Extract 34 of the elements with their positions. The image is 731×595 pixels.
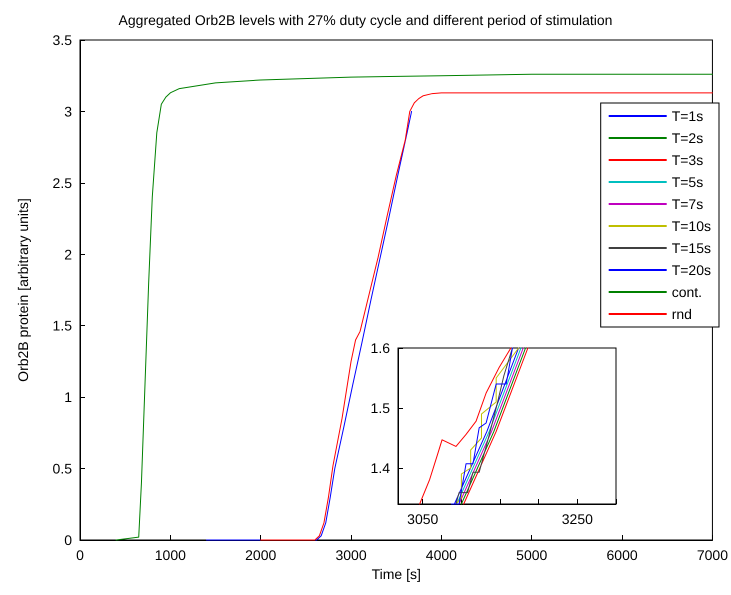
legend-label: T=10s xyxy=(672,218,712,234)
legend-label: T=3s xyxy=(672,152,704,168)
y-tick-label: 1.5 xyxy=(52,318,72,334)
legend-label: T=2s xyxy=(672,130,704,146)
y-tick-label: 2 xyxy=(64,246,72,262)
y-tick-label: 1.5 xyxy=(370,400,390,416)
y-axis-title: Orb2B protein [arbitrary units] xyxy=(15,198,31,382)
legend-label: T=20s xyxy=(672,262,712,278)
x-tick-label: 3250 xyxy=(562,511,594,527)
x-axis-title: Time [s] xyxy=(372,566,421,582)
legend-label: T=1s xyxy=(672,108,704,124)
x-tick-label: 5000 xyxy=(516,547,548,563)
y-tick-label: 0 xyxy=(64,532,72,548)
x-tick-label: 4000 xyxy=(426,547,458,563)
y-tick-label: 3 xyxy=(64,103,72,120)
y-tick-label: 1.6 xyxy=(370,340,390,356)
legend-label: T=15s xyxy=(672,240,712,256)
legend-label: rnd xyxy=(672,306,692,322)
x-tick-label: 1000 xyxy=(154,547,186,563)
legend-label: T=7s xyxy=(672,196,704,212)
x-tick-label: 2000 xyxy=(245,547,276,563)
chart-title: Aggregated Orb2B levels with 27% duty cycle and different period of stimulation xyxy=(118,12,612,28)
legend-label: T=5s xyxy=(672,174,704,190)
x-tick-label: 6000 xyxy=(606,547,638,563)
x-tick-label: 3050 xyxy=(407,511,439,527)
x-tick-label: 3000 xyxy=(335,547,367,563)
legend-label: cont. xyxy=(672,284,702,300)
x-tick-label: 0 xyxy=(76,547,84,563)
y-tick-label: 3.5 xyxy=(52,32,72,48)
y-tick-label: 1 xyxy=(64,389,72,406)
y-tick-label: 1.4 xyxy=(370,460,390,476)
y-tick-label: 2.5 xyxy=(52,174,72,191)
y-tick-label: 0.5 xyxy=(52,460,72,477)
x-tick-label: 7000 xyxy=(696,547,728,563)
